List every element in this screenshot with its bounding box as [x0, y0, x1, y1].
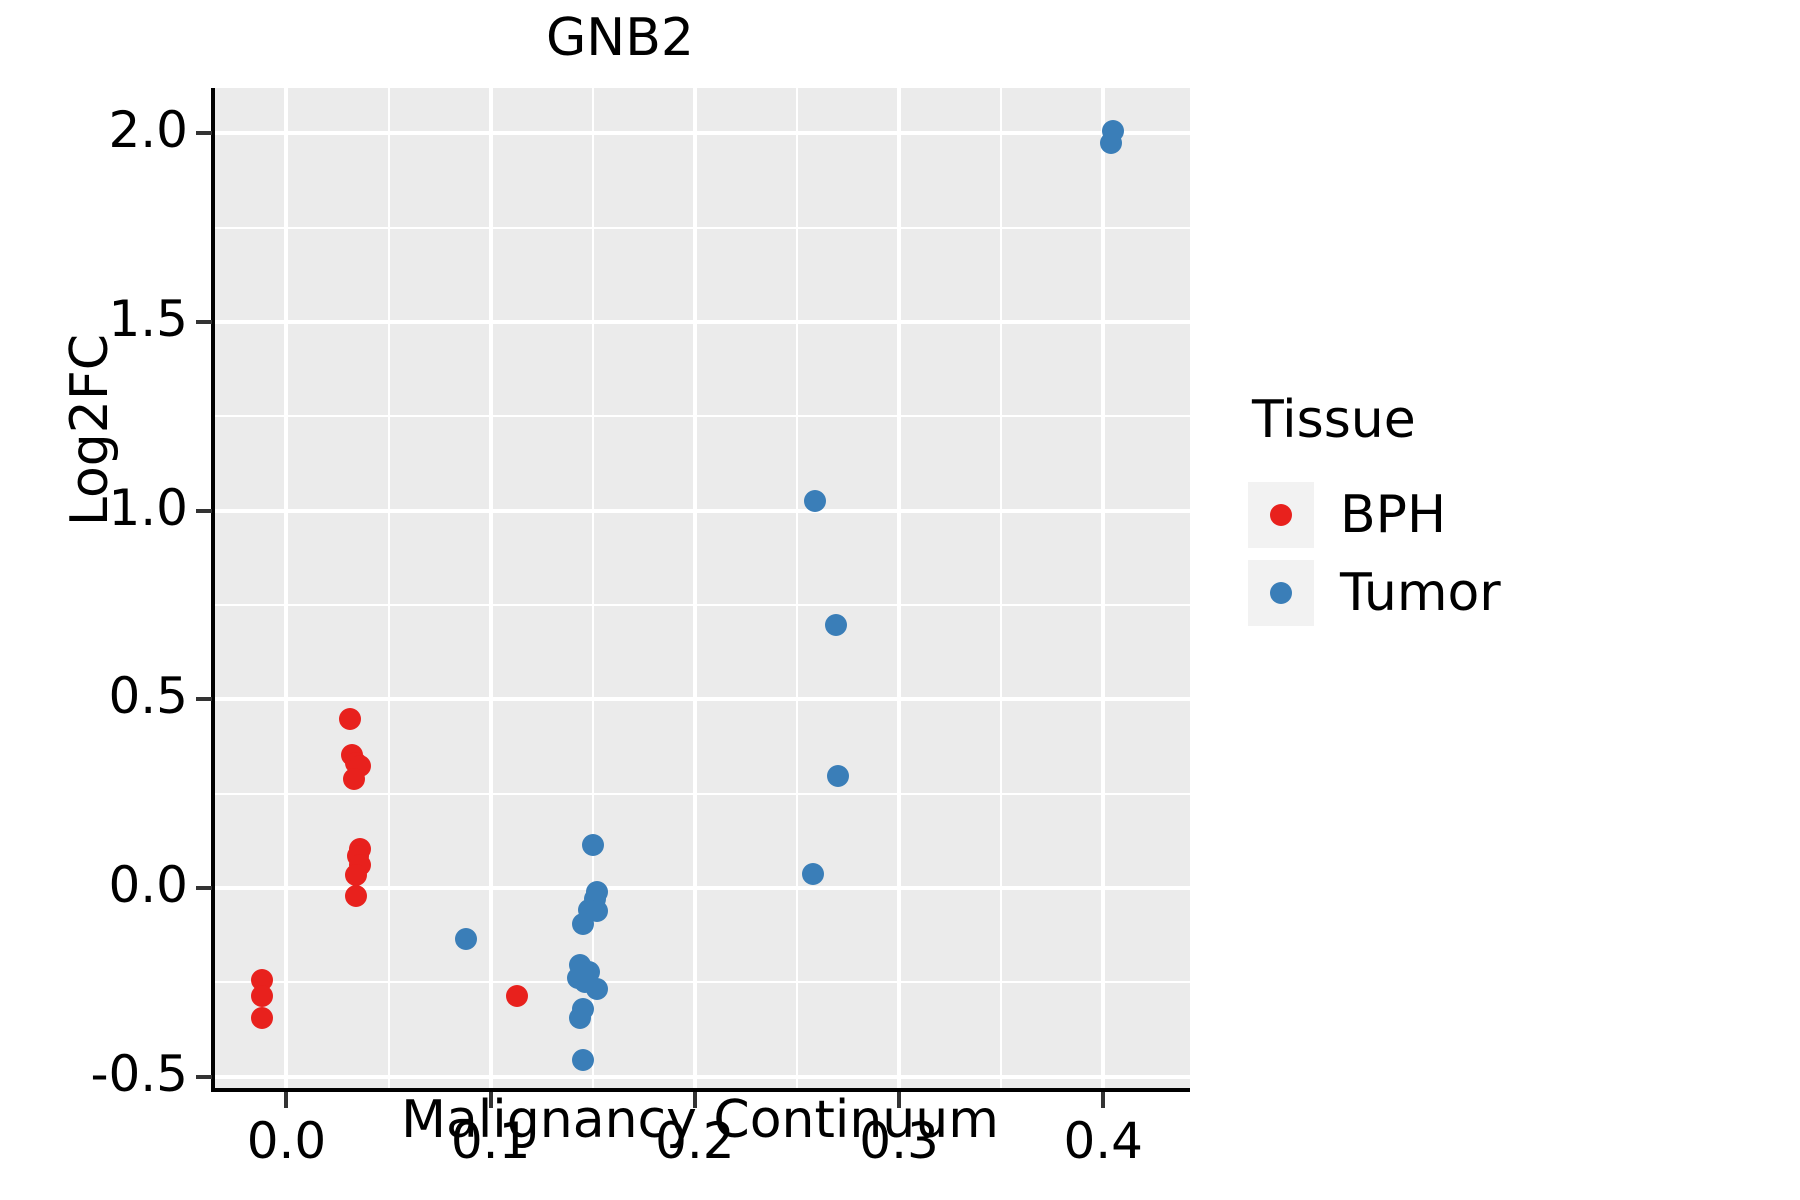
- y-tick-label: 0.5: [108, 667, 188, 726]
- y-tick-label: 1.0: [108, 478, 188, 537]
- data-point-bph: [250, 1007, 273, 1030]
- y-tick-label: 2.0: [108, 101, 188, 160]
- gridline-vertical: [284, 88, 289, 1088]
- legend-key-swatch: [1248, 482, 1314, 548]
- gridline-horizontal: [215, 697, 1190, 702]
- y-tick-label: 1.5: [108, 289, 188, 348]
- data-point-bph: [344, 884, 367, 907]
- data-point-tumor: [569, 1007, 592, 1030]
- y-tick: [196, 1074, 212, 1079]
- gridline-vertical-minor: [591, 88, 594, 1088]
- data-point-tumor: [826, 764, 849, 787]
- x-tick: [692, 1092, 697, 1108]
- data-point-bph: [338, 708, 361, 731]
- gridline-horizontal-minor: [215, 226, 1190, 229]
- gridline-vertical: [897, 88, 902, 1088]
- legend-key-swatch: [1248, 560, 1314, 626]
- data-point-tumor: [1100, 132, 1123, 155]
- gridline-vertical: [1101, 88, 1106, 1088]
- y-tick: [196, 319, 212, 324]
- legend-title: Tissue: [1252, 390, 1416, 450]
- data-point-tumor: [571, 912, 594, 935]
- gridline-horizontal-minor: [215, 792, 1190, 795]
- data-point-bph: [250, 984, 273, 1007]
- data-point-tumor: [581, 833, 604, 856]
- data-point-tumor: [824, 613, 847, 636]
- legend-items: BPH Tumor: [1248, 476, 1768, 632]
- x-tick: [897, 1092, 902, 1108]
- gridline-vertical-minor: [1000, 88, 1003, 1088]
- gridline-horizontal-minor: [215, 603, 1190, 606]
- data-point-tumor: [804, 490, 827, 513]
- gridline-vertical: [488, 88, 493, 1088]
- gridline-horizontal-minor: [215, 415, 1190, 418]
- gridline-horizontal: [215, 1074, 1190, 1079]
- data-point-tumor: [802, 863, 825, 886]
- x-tick-label: 0.2: [655, 1112, 735, 1170]
- x-tick: [1101, 1092, 1106, 1108]
- plot-panel: [215, 88, 1190, 1088]
- legend-item-bph[interactable]: BPH: [1248, 476, 1768, 554]
- gridline-horizontal: [215, 886, 1190, 890]
- y-tick: [196, 131, 212, 136]
- data-point-bph: [506, 984, 529, 1007]
- data-point-tumor: [585, 978, 608, 1001]
- data-point-tumor: [571, 1048, 594, 1071]
- x-axis-line: [211, 1088, 1190, 1092]
- data-point-bph: [342, 768, 365, 791]
- x-tick: [488, 1092, 493, 1108]
- legend-dot-icon: [1270, 582, 1292, 604]
- x-tick-label: 0.3: [859, 1112, 939, 1170]
- gridline-vertical: [692, 88, 697, 1088]
- legend-dot-icon: [1270, 504, 1292, 526]
- gridline-vertical-minor: [795, 88, 798, 1088]
- legend-item-label: BPH: [1340, 485, 1447, 545]
- gridline-horizontal: [215, 508, 1190, 513]
- page-title: GNB2: [546, 8, 694, 68]
- y-tick: [196, 886, 212, 890]
- data-point-bph: [344, 863, 367, 886]
- y-tick-label: -0.5: [90, 1044, 188, 1103]
- legend: Tissue BPH Tumor: [1248, 390, 1768, 632]
- x-tick: [284, 1092, 289, 1108]
- gridline-horizontal: [215, 319, 1190, 324]
- x-tick-label: 0.4: [1063, 1112, 1143, 1170]
- y-tick-label: 0.0: [108, 856, 188, 914]
- gridline-horizontal-minor: [215, 981, 1190, 984]
- gridline-vertical-minor: [387, 88, 390, 1088]
- y-axis-line: [211, 88, 215, 1088]
- gridline-horizontal: [215, 131, 1190, 136]
- y-tick: [196, 697, 212, 702]
- legend-item-tumor[interactable]: Tumor: [1248, 554, 1768, 632]
- x-tick-label: 0.1: [450, 1112, 531, 1170]
- x-tick-label: 0.0: [246, 1112, 327, 1170]
- legend-item-label: Tumor: [1340, 563, 1501, 623]
- y-tick: [196, 508, 212, 513]
- data-point-tumor: [455, 927, 478, 950]
